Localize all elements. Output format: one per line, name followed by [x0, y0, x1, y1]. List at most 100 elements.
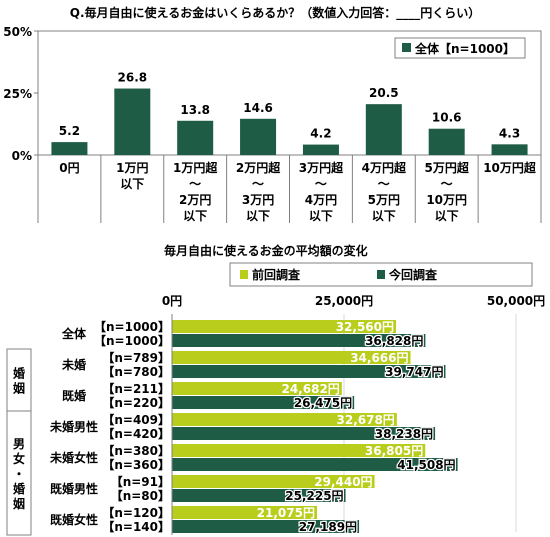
chart1-category-label: 以下 [183, 209, 207, 223]
chart1-category-label: 以下 [372, 209, 396, 223]
chart2-value-label: 21,075円 [257, 506, 315, 520]
chart2-section-label: 婚 [13, 366, 25, 381]
chart1-category-label: 3万円 [242, 193, 274, 207]
chart2-n-label: 【n=420】 [102, 426, 170, 441]
chart2-value-label: 27,189円 [299, 520, 357, 534]
chart1-value-label: 20.5 [369, 86, 399, 100]
chart1-legend-box [394, 37, 526, 59]
chart2-section-label: ・ [13, 467, 25, 481]
chart1-value-label: 13.8 [180, 103, 210, 117]
chart2-group-label: 未婚男性 [49, 419, 98, 434]
chart2-bar [172, 396, 355, 409]
chart1-category-label: 10万円 [426, 193, 467, 207]
chart2-x-tick-label: 0円 [162, 294, 182, 308]
chart2-n-label: 【n=789】 [102, 350, 170, 365]
chart2-n-label: 【n=780】 [102, 364, 170, 379]
chart2-n-label: 【n=409】 [102, 412, 170, 427]
chart2-bar [172, 427, 436, 440]
chart2-bar [172, 320, 397, 333]
chart2-value-label: 24,682円 [281, 382, 339, 396]
chart2-n-label: 【n=1000】 [94, 333, 170, 348]
chart2-section-label: 姻 [13, 381, 25, 396]
chart1-value-label: 26.8 [118, 71, 148, 85]
chart1-category-label: 2万円 [179, 193, 211, 207]
chart2-legend-swatch [240, 270, 248, 279]
chart2-bar [172, 444, 426, 457]
chart1-bar [302, 144, 339, 155]
chart2-value-label: 39,747円 [385, 365, 443, 379]
chart1-value-label: 14.6 [243, 101, 273, 115]
chart2-n-label: 【n=220】 [102, 395, 170, 410]
chart2-value-label: 29,440円 [314, 475, 372, 489]
chart1-category-label: 2万円超 [236, 160, 281, 175]
chart2-n-label: 【n=380】 [102, 443, 170, 458]
chart2-bar [172, 351, 411, 364]
chart1-category-label: ～ [315, 177, 327, 191]
chart1-bar [114, 88, 151, 155]
chart2-n-label: 【n=211】 [102, 381, 170, 396]
chart2-n-label: 【n=140】 [102, 519, 170, 534]
chart2-bar [172, 506, 317, 519]
chart2-value-label: 25,225円 [285, 489, 343, 503]
chart1-category-label: 以下 [309, 209, 333, 223]
chart1-y-tick-label: 0% [12, 149, 32, 163]
chart2-value-label: 41,508円 [397, 458, 455, 472]
chart2-bar [172, 489, 346, 502]
chart1-bar [240, 118, 277, 155]
chart2-value-label: 38,238円 [375, 427, 433, 441]
chart1-category-label: 以下 [435, 209, 459, 223]
chart2-n-label: 【n=1000】 [94, 319, 170, 334]
chart1-category-label: 0円 [59, 161, 79, 175]
chart1-category-label: ～ [252, 177, 264, 191]
chart1-category-label: 4万円超 [362, 160, 407, 175]
chart1-value-label: 4.3 [499, 126, 520, 140]
chart1-category-label: 3万円超 [299, 160, 344, 175]
chart1-bar [365, 104, 402, 155]
chart2-n-label: 【n=80】 [111, 488, 170, 503]
chart2-section-label: 男 [13, 437, 25, 451]
chart2-bar [172, 365, 446, 378]
chart1-y-tick-label: 25% [3, 87, 32, 101]
chart1-title: Q.毎月自由に使えるお金はいくらあるか？（数値入力回答：____円くらい） [70, 5, 480, 21]
chart2-group-label: 既婚女性 [50, 512, 98, 527]
chart1-y-tick-label: 50% [3, 25, 32, 39]
chart1-category-label: 以下 [246, 209, 270, 223]
chart1-value-label: 10.6 [432, 111, 462, 125]
chart1-value-label: 5.2 [59, 124, 80, 138]
chart1-category-label: 以下 [120, 177, 144, 191]
chart1-bar [491, 144, 528, 155]
chart2-n-label: 【n=120】 [102, 505, 170, 520]
chart2-x-tick-label: 25,000円 [315, 294, 373, 308]
chart2-bar [172, 334, 426, 347]
chart2-x-tick-label: 50,000円 [487, 294, 545, 308]
chart1-value-label: 4.2 [310, 127, 331, 141]
chart1-category-label: 1万円超 [173, 160, 218, 175]
chart2-bar [172, 458, 458, 471]
chart2-value-label: 32,678円 [337, 413, 395, 427]
chart2-section-label: 婚 [13, 481, 25, 496]
chart2-value-label: 34,666円 [350, 351, 408, 365]
chart2-title: 毎月自由に使えるお金の平均額の変化 [164, 243, 368, 258]
chart2-legend-label: 今回調査 [388, 267, 438, 282]
chart2-bar [172, 475, 375, 488]
chart2-legend-swatch [377, 270, 385, 279]
chart1-category-label: ～ [378, 177, 390, 191]
chart2-bar [172, 382, 342, 395]
chart2-n-label: 【n=91】 [111, 474, 170, 489]
chart1-bar [177, 120, 214, 155]
chart2-bar [172, 413, 397, 426]
chart2-section-label: 女 [13, 451, 25, 466]
chart2-value-label: 32,560円 [336, 320, 394, 334]
chart1-bar [51, 142, 88, 155]
chart1-category-label: 10万円超 [483, 160, 537, 175]
chart1-category-label: 5万円超 [425, 160, 470, 175]
chart2-legend-label: 前回調査 [252, 267, 301, 282]
chart1-category-label: 1万円 [116, 161, 148, 175]
chart2-group-label: 既婚男性 [50, 481, 98, 496]
chart1-legend-swatch [402, 43, 411, 52]
chart1-category-label: 5万円 [368, 193, 400, 207]
chart2-bar [172, 520, 360, 533]
chart2-group-label: 全体 [61, 326, 87, 341]
chart2-group-label: 未婚 [61, 357, 86, 372]
